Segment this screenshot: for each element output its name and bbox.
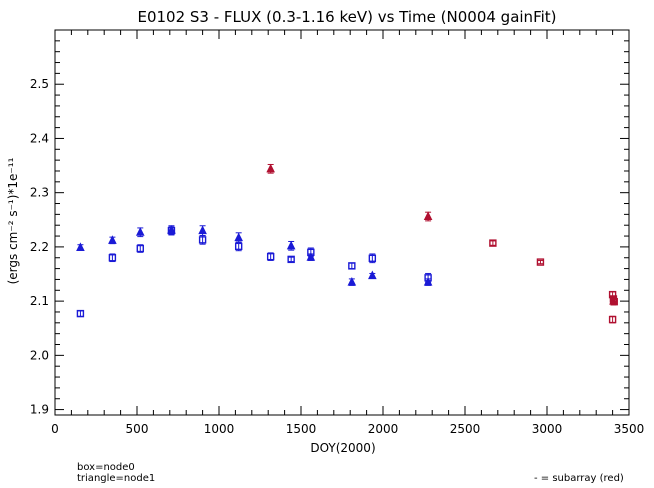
box-marker <box>348 262 356 270</box>
data-point-triangle <box>135 227 145 238</box>
box-marker <box>136 244 144 253</box>
data-point-box <box>136 244 144 253</box>
triangle-marker <box>108 235 117 244</box>
triangle-marker <box>266 163 275 173</box>
data-point-box <box>76 309 85 318</box>
triangle-marker <box>423 211 433 221</box>
data-points <box>76 163 618 324</box>
box-marker <box>608 315 617 324</box>
data-point-box <box>610 297 618 306</box>
box-marker <box>108 254 117 262</box>
x-tick-label: 2500 <box>450 422 481 436</box>
data-point-triangle <box>76 242 85 251</box>
x-tick-label: 1500 <box>286 422 317 436</box>
data-point-triangle <box>423 277 433 286</box>
data-point-triangle <box>266 163 275 174</box>
box-marker <box>287 255 295 264</box>
data-point-box <box>287 255 295 264</box>
y-tick-label: 2.3 <box>30 186 49 200</box>
x-tick-label: 2000 <box>368 422 399 436</box>
legend-box-note: box=node0 <box>77 462 135 473</box>
box-marker <box>76 309 85 318</box>
data-point-box <box>489 239 497 247</box>
data-point-triangle <box>286 240 296 251</box>
y-tick-label: 2.0 <box>30 348 49 362</box>
data-point-box <box>108 253 117 263</box>
triangle-marker <box>76 242 85 251</box>
data-point-triangle <box>234 232 243 244</box>
box-marker <box>489 239 497 247</box>
triangle-marker <box>423 277 433 286</box>
data-point-box <box>198 235 207 245</box>
plot-frame <box>54 29 630 416</box>
triangle-marker <box>167 224 176 234</box>
data-point-triangle <box>108 235 117 245</box>
y-tick-label: 2.5 <box>30 77 49 91</box>
box-marker <box>608 290 617 299</box>
data-point-box <box>536 258 545 266</box>
x-tick-label: 500 <box>126 422 149 436</box>
y-axis-label: (ergs cm⁻² s⁻¹)*1e⁻¹¹ <box>6 157 20 284</box>
y-tick-label: 2.2 <box>30 240 49 254</box>
box-marker <box>536 258 545 266</box>
data-point-triangle <box>423 211 433 222</box>
data-point-box <box>266 252 275 261</box>
y-tick-label: 1.9 <box>30 403 49 417</box>
data-point-box <box>608 290 617 299</box>
triangle-marker <box>135 227 145 236</box>
x-tick-label: 3500 <box>614 422 645 436</box>
triangle-marker <box>306 252 316 261</box>
x-tick-label: 1000 <box>204 422 235 436</box>
data-point-triangle <box>368 270 377 280</box>
box-marker <box>266 252 275 261</box>
data-point-triangle <box>347 277 357 286</box>
y-tick-label: 2.4 <box>30 131 49 145</box>
data-point-triangle <box>306 252 316 261</box>
box-marker <box>198 236 207 244</box>
triangle-marker <box>234 232 243 242</box>
data-point-box <box>234 241 243 252</box>
data-point-box <box>368 253 377 264</box>
triangle-marker <box>198 225 207 235</box>
x-tick-label: 3000 <box>532 422 563 436</box>
axes: 0 500 1000 1500 2000 2500 3000 3500 1.9 2.0 2.1 2.2… <box>30 29 645 436</box>
data-point-box <box>348 262 356 270</box>
box-marker <box>610 297 618 306</box>
triangle-marker <box>347 277 357 286</box>
box-marker <box>368 254 377 262</box>
x-axis-label: DOY(2000) <box>310 441 375 455</box>
data-point-triangle <box>198 225 207 237</box>
legend-subarray-note: - = subarray (red) <box>534 473 624 484</box>
legend-triangle-note: triangle=node1 <box>77 473 156 484</box>
triangle-marker <box>368 270 377 280</box>
chart-title: E0102 S3 - FLUX (0.3-1.16 keV) vs Time (… <box>137 8 556 26</box>
x-tick-label: 0 <box>51 422 59 436</box>
triangle-marker <box>286 240 296 250</box>
data-point-box <box>608 315 617 324</box>
box-marker <box>234 242 243 251</box>
y-tick-label: 2.1 <box>30 294 49 308</box>
data-point-triangle <box>167 224 176 235</box>
